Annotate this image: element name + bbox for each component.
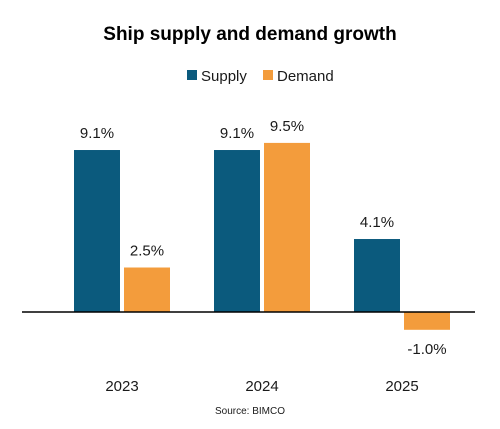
bar-demand-2025 [404,312,450,330]
legend-label-demand: Demand [277,68,334,85]
bars-group [74,142,450,330]
bar-supply-2023 [74,150,120,312]
x-tick-2023: 2023 [105,378,138,395]
data-label-demand-2024: 9.5% [270,118,304,135]
data-label-supply-2025: 4.1% [360,214,394,231]
data-label-demand-2023: 2.5% [130,243,164,260]
bar-supply-2025 [354,239,400,312]
bar-demand-2023 [124,267,170,312]
x-tick-2024: 2024 [245,378,278,395]
x-axis-ticks: 2023 2024 2025 [105,378,418,395]
data-label-supply-2024: 9.1% [220,125,254,142]
legend-swatch-demand [263,70,273,80]
bar-supply-2024 [214,150,260,312]
source-note: Source: BIMCO [215,406,285,417]
legend-swatch-supply [187,70,197,80]
legend-label-supply: Supply [201,68,247,85]
chart-title: Ship supply and demand growth [103,24,396,45]
legend: Supply Demand [187,68,334,85]
data-label-supply-2023: 9.1% [80,125,114,142]
bar-demand-2024 [264,142,310,312]
data-label-demand-2025: -1.0% [407,341,446,358]
x-tick-2025: 2025 [385,378,418,395]
data-labels-group: 9.1% 2.5% 9.1% 9.5% 4.1% -1.0% [80,118,447,358]
